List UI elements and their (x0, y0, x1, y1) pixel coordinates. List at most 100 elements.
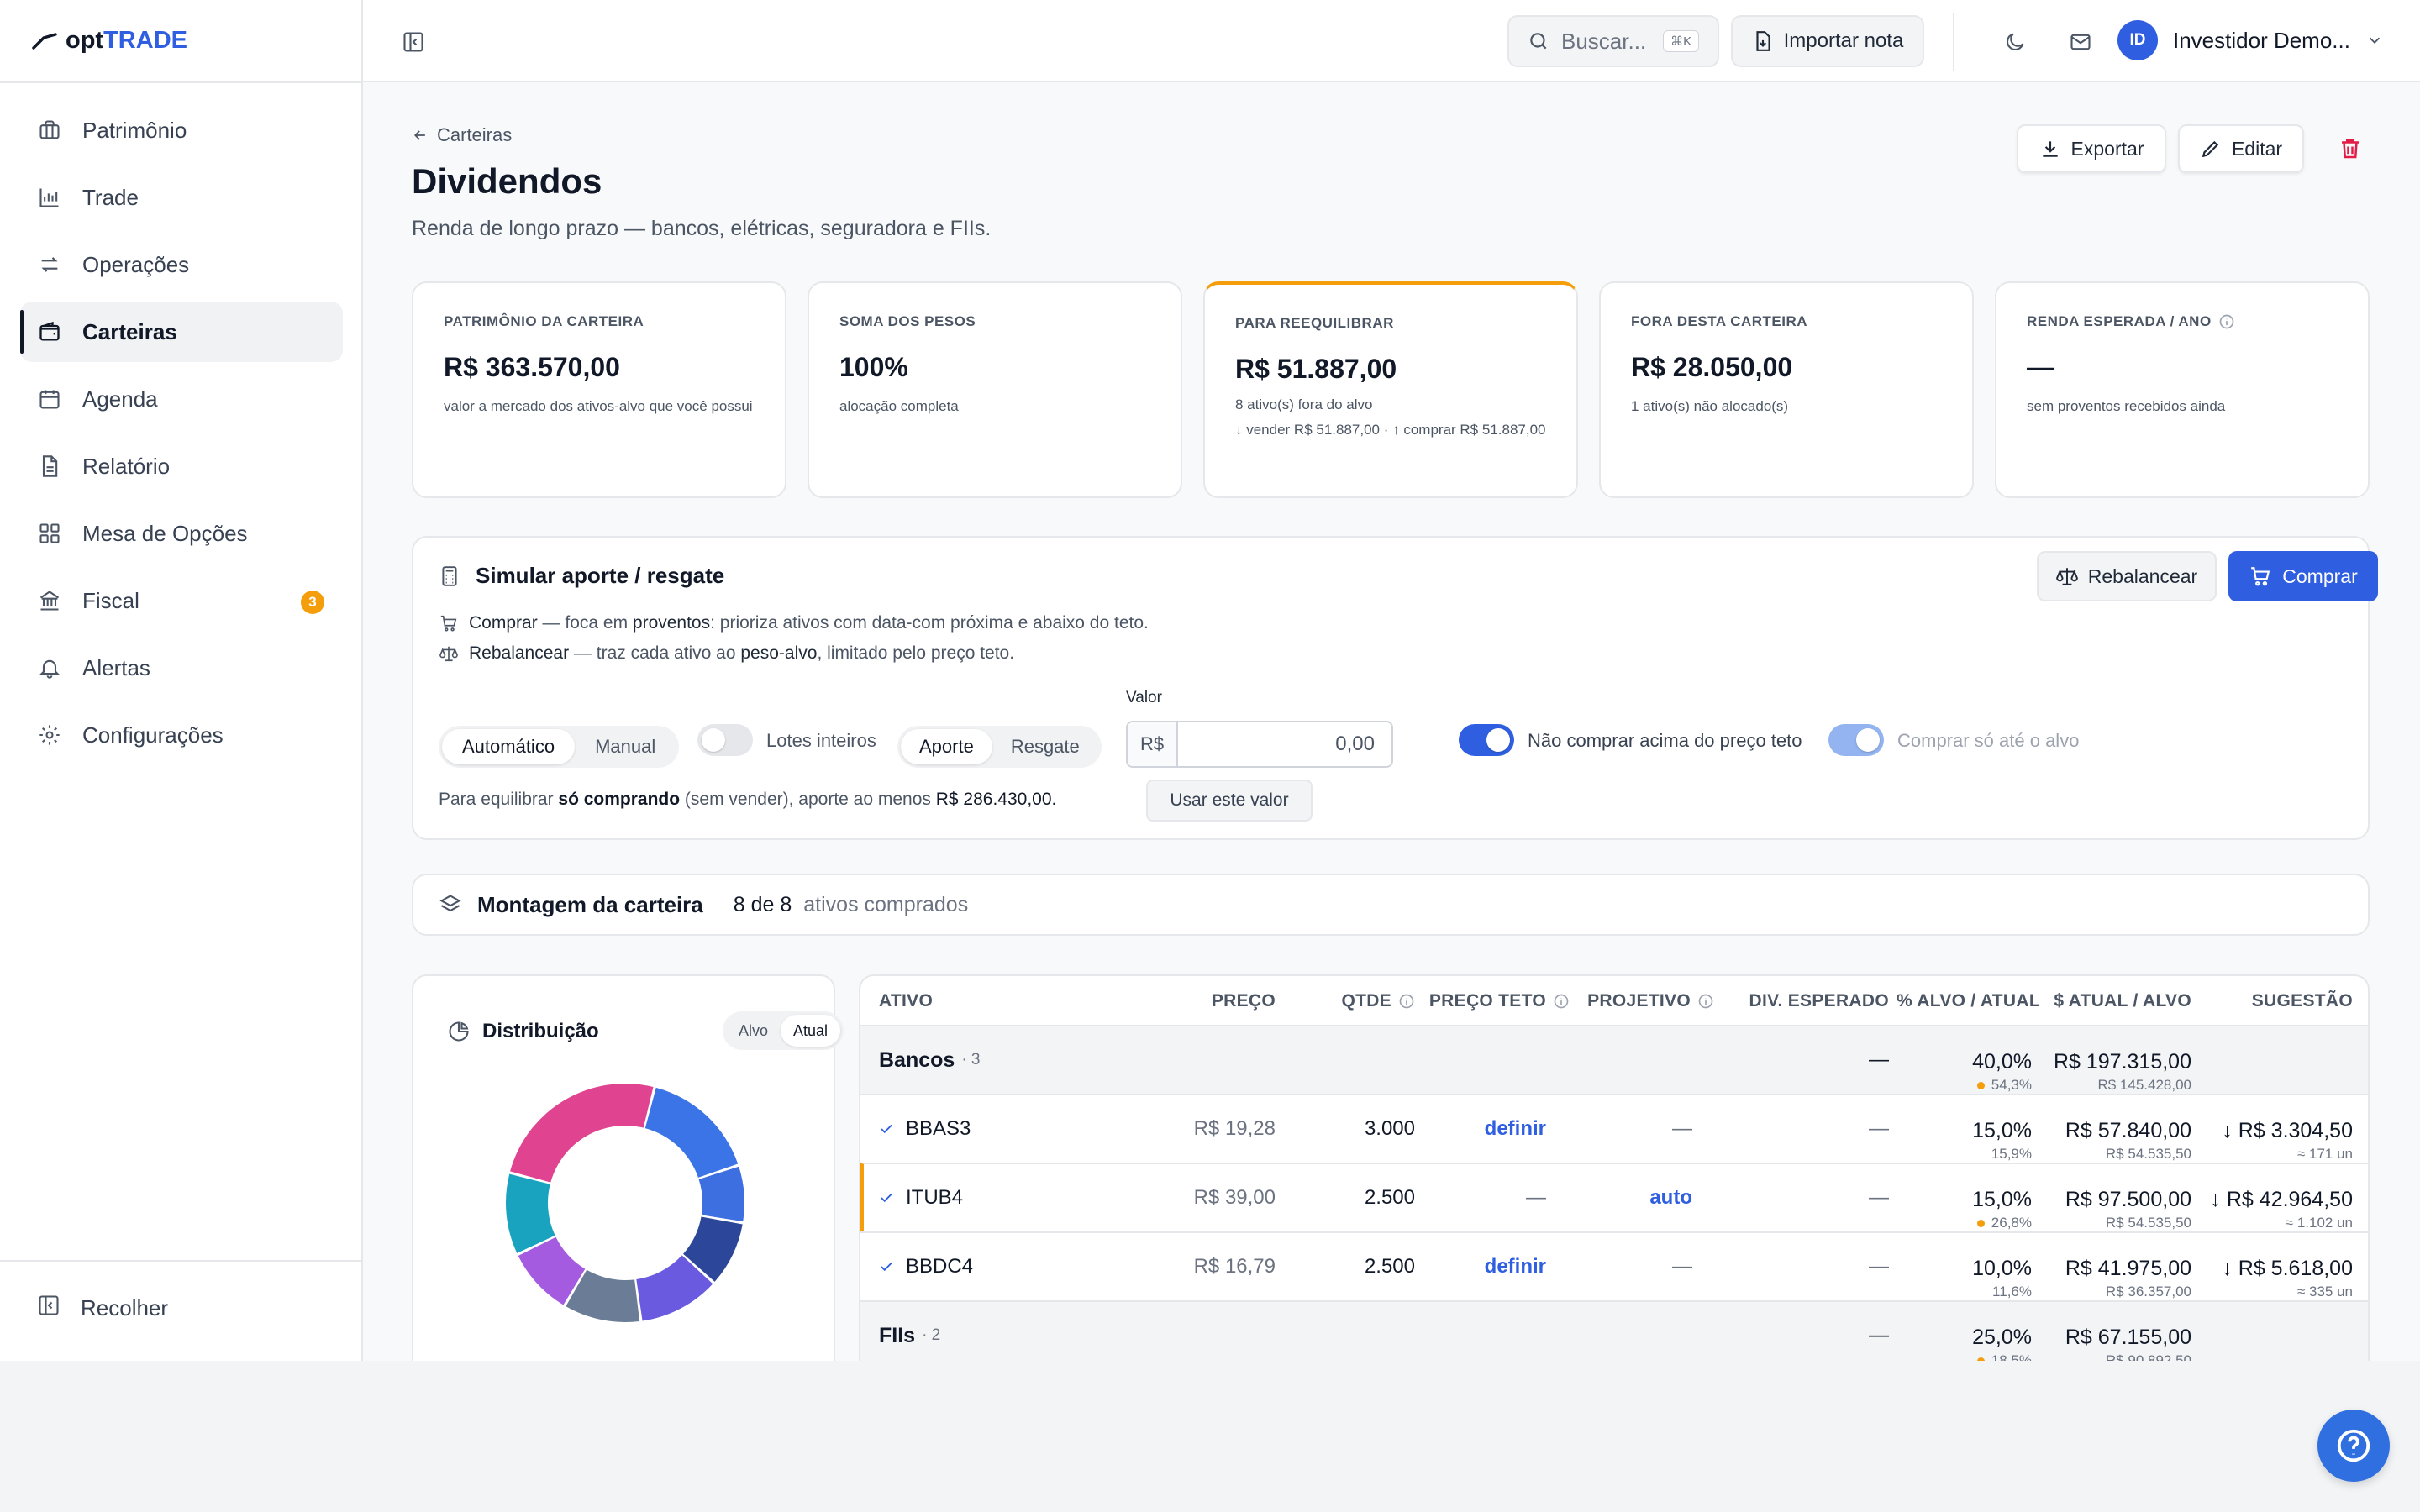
preco-cell: R$ 16,79 (1193, 1255, 1276, 1278)
sidebar-item-relatorio[interactable]: Relatório (20, 436, 343, 496)
delete-button[interactable] (2338, 136, 2363, 165)
search-input[interactable]: Buscar... ⌘K (1507, 15, 1719, 67)
sidebar-item-mesa-opcoes[interactable]: Mesa de Opções (20, 503, 343, 564)
mode-manual-option[interactable]: Manual (595, 736, 656, 757)
valor-input[interactable]: R$ 0,00 (1126, 721, 1393, 768)
top-bar: Buscar... ⌘K Importar nota ID Investidor… (363, 0, 2420, 82)
deviation-dot (1976, 1081, 1985, 1089)
main-content: Carteiras Dividendos Renda de longo praz… (363, 82, 2420, 1361)
user-menu[interactable]: ID Investidor Demo... (2118, 20, 2384, 60)
sidebar: opt TRADE Patrimônio Trade Operações Cart… (0, 0, 363, 1361)
projetivo-cell: — (1672, 1255, 1692, 1278)
dist-target-option[interactable]: Alvo (739, 1021, 769, 1039)
donut-slice-8[interactable] (510, 1084, 654, 1183)
sidebar-item-operacoes[interactable]: Operações (20, 234, 343, 295)
card-fora-carteira: Fora desta carteira R$ 28.050,00 1 ativo… (1599, 281, 1974, 498)
sidebar-item-label: Agenda (82, 386, 158, 412)
theme-toggle-button[interactable] (1996, 24, 2033, 60)
price-cap-toggle[interactable] (1459, 724, 1514, 756)
qtde-cell[interactable]: 3.000 (1364, 1117, 1415, 1140)
valor-atual: R$ 57.840,00 (2065, 1119, 2191, 1142)
sidebar-item-alertas[interactable]: Alertas (20, 638, 343, 698)
donut-slice-5[interactable] (566, 1269, 640, 1322)
target-only-toggle[interactable] (1828, 724, 1884, 756)
alvo-value: 25,0% (1972, 1326, 2032, 1349)
donut-slice-3[interactable] (683, 1216, 743, 1282)
info-icon[interactable] (1398, 993, 1415, 1010)
dist-current-option[interactable]: Atual (781, 1015, 841, 1047)
app-logo[interactable]: opt TRADE (32, 24, 187, 57)
sidebar-item-label: Alertas (82, 654, 150, 680)
lots-toggle[interactable] (697, 724, 753, 756)
qtde-cell[interactable]: 2.500 (1364, 1186, 1415, 1209)
donut-slice-7[interactable] (506, 1173, 555, 1253)
calculator-icon (442, 565, 457, 586)
portfolio-build-bar[interactable]: Montagem da carteira 8 de 8 ativos compr… (412, 874, 2370, 936)
edit-button[interactable]: Editar (2178, 124, 2304, 173)
donut-slice-4[interactable] (636, 1255, 713, 1321)
info-icon[interactable] (2218, 313, 2235, 330)
group-name: FIIs (879, 1323, 916, 1347)
sidebar-item-label: Relatório (82, 453, 171, 479)
logo-mark-icon (32, 33, 57, 50)
lots-label: Lotes inteiros (766, 730, 876, 751)
rebalance-button[interactable]: Rebalancear (2037, 551, 2217, 601)
teto-define-link[interactable]: definir (1484, 1255, 1546, 1278)
simulator-title-text: Simular aporte / resgate (476, 563, 725, 588)
check-icon (881, 1193, 892, 1203)
sidebar-item-patrimonio[interactable]: Patrimônio (20, 100, 343, 160)
table-row-itub4[interactable]: ITUB4 R$ 39,00 2.500 — auto — 15,0% 26,8… (860, 1163, 2368, 1231)
use-value-button[interactable]: Usar este valor (1146, 780, 1313, 822)
mode-auto-option[interactable]: Automático (442, 729, 576, 764)
donut-slice-6[interactable] (518, 1236, 586, 1305)
distribution-toggle: Alvo Atual (723, 1011, 844, 1050)
sidebar-item-agenda[interactable]: Agenda (20, 369, 343, 429)
distribution-title-text: Distribuição (482, 1020, 599, 1042)
arrow-left-icon (413, 130, 425, 140)
sidebar-item-carteiras[interactable]: Carteiras (20, 302, 343, 362)
donut-slice-1[interactable] (644, 1087, 739, 1178)
help-button[interactable] (2317, 1410, 2390, 1482)
buy-button[interactable]: Comprar (2228, 551, 2378, 601)
atual-value: 26,8% (1991, 1215, 2032, 1231)
ticker: ITUB4 (906, 1186, 964, 1209)
topbar-separator (1953, 13, 1954, 71)
toggle-sidebar-button[interactable] (398, 27, 429, 57)
card-note: sem proventos recebidos ainda (2027, 398, 2226, 414)
valor-atual: R$ 41.975,00 (2065, 1257, 2191, 1280)
table-row-bbas3[interactable]: BBAS3 R$ 19,28 3.000 definir — — 15,0% 1… (860, 1094, 2368, 1163)
assets-table: ATIVO PREÇO QTDE PREÇO TETO PROJETIVO DI… (859, 974, 2370, 1361)
fiscal-badge: 3 (301, 591, 324, 614)
toggle-knob (702, 728, 725, 752)
projetivo-auto-link[interactable]: auto (1649, 1186, 1692, 1209)
sidebar-item-trade[interactable]: Trade (20, 167, 343, 228)
messages-button[interactable] (2062, 24, 2099, 60)
sugestao-value: ↓ R$ 42.964,50 (2210, 1188, 2353, 1211)
logo-suffix: TRADE (103, 26, 187, 54)
type-resgate-option[interactable]: Resgate (1010, 736, 1080, 757)
teto-define-link[interactable]: definir (1484, 1117, 1546, 1140)
back-link[interactable]: Carteiras (412, 124, 512, 146)
group-valor: R$ 67.155,00 R$ 90.892,50 (2040, 1302, 2191, 1361)
eq-amount: R$ 286.430,00. (935, 790, 1057, 809)
div-cell: — (1869, 1186, 1889, 1209)
sidebar-item-fiscal[interactable]: Fiscal 3 (20, 570, 343, 631)
card-value: R$ 28.050,00 (1631, 352, 1793, 382)
table-row-bbdc4[interactable]: BBDC4 R$ 16,79 2.500 definir — — 10,0% 1… (860, 1231, 2368, 1300)
group-row-fiis[interactable]: FIIs · 2 — 25,0% 18,5% R$ 67.155,00 R$ 9… (860, 1300, 2368, 1361)
sidebar-item-configuracoes[interactable]: Configurações (20, 705, 343, 765)
qtde-cell[interactable]: 2.500 (1364, 1255, 1415, 1278)
group-row-bancos[interactable]: Bancos · 3 — 40,0% 54,3% R$ 197.315,00 R… (860, 1025, 2368, 1094)
group-name-cell: Bancos · 3 (879, 1026, 981, 1094)
info-icon[interactable] (1697, 993, 1714, 1010)
import-note-button[interactable]: Importar nota (1731, 15, 1924, 67)
collapse-sidebar-button[interactable]: Recolher (37, 1294, 168, 1323)
ticker-cell: BBDC4 (879, 1233, 973, 1300)
export-button[interactable]: Exportar (2017, 124, 2166, 173)
card-renda-esperada: Renda esperada / ano — sem proventos rec… (1995, 281, 2370, 498)
chevron-down-icon (2369, 37, 2381, 45)
card-label: Renda esperada / ano (2027, 313, 2212, 329)
type-aporte-option[interactable]: Aporte (901, 729, 992, 764)
info-icon[interactable] (1553, 993, 1570, 1010)
donut-slice-2[interactable] (698, 1166, 744, 1222)
